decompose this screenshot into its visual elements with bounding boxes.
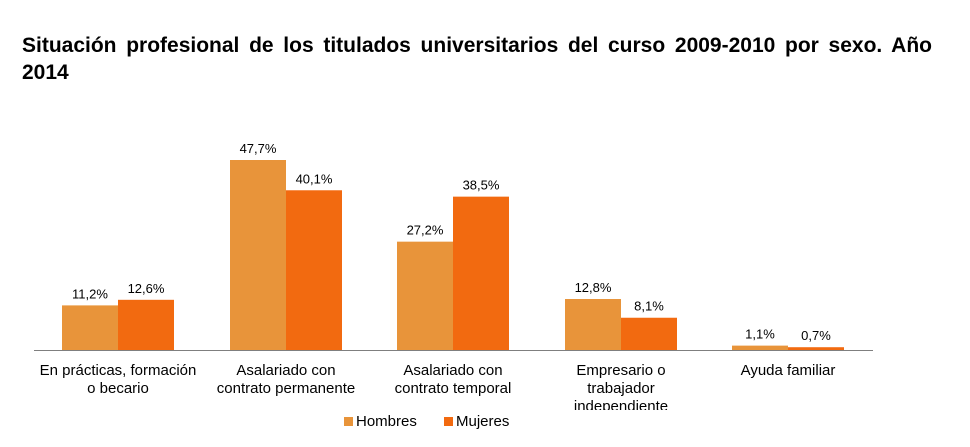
legend: Hombres Mujeres: [0, 413, 970, 433]
category-label-ayuda-familiar: Ayuda familiar: [741, 362, 836, 379]
legend-label-hombres: Hombres: [356, 413, 417, 430]
category-label-asalariado-con-contrato-permanente: Asalariado con contrato permanente: [217, 362, 355, 397]
bar-mujeres-empresario-o-trabajador-independiente: [621, 317, 677, 350]
legend-label-mujeres: Mujeres: [456, 413, 510, 430]
value-label-mujeres-asalariado-con-contrato-permanente: 40,1%: [296, 171, 333, 186]
value-labels-group: 11,2% 12,6% 47,7% 40,1% 27,2% 38,5% 12,8% 8,1% 1…: [72, 141, 831, 343]
legend-swatch-mujeres: [444, 417, 453, 426]
bar-hombres-asalariado-con-contrato-temporal: [397, 241, 453, 350]
value-label-hombres-asalariado-con-contrato-temporal: 27,2%: [407, 223, 444, 238]
value-label-hombres-en-practicas-formacion-o-becario: 11,2%: [72, 286, 108, 301]
bar-hombres-ayuda-familiar: [732, 345, 788, 350]
value-label-mujeres-empresario-o-trabajador-independiente: 8,1%: [634, 299, 664, 314]
bar-hombres-empresario-o-trabajador-independiente: [565, 299, 621, 350]
category-label-empresario-o-trabajador-independiente: Empresario o trabajador independiente: [574, 362, 668, 410]
value-label-mujeres-asalariado-con-contrato-temporal: 38,5%: [463, 178, 500, 193]
legend-item-hombres: Hombres: [344, 413, 417, 430]
bar-mujeres-asalariado-con-contrato-permanente: [286, 190, 342, 350]
bar-mujeres-asalariado-con-contrato-temporal: [453, 196, 509, 350]
value-label-hombres-ayuda-familiar: 1,1%: [745, 327, 775, 342]
legend-item-mujeres: Mujeres: [444, 413, 509, 430]
value-label-mujeres-ayuda-familiar: 0,7%: [801, 328, 831, 343]
bar-hombres-asalariado-con-contrato-permanente: [230, 160, 286, 350]
category-labels-group: En prácticas, formación o becario Asalaria…: [40, 362, 836, 410]
category-label-asalariado-con-contrato-temporal: Asalariado con contrato temporal: [395, 362, 512, 397]
bar-mujeres-ayuda-familiar: [788, 347, 844, 350]
value-label-mujeres-en-practicas-formacion-o-becario: 12,6%: [128, 281, 165, 296]
chart-title: Situación profesional de los titulados u…: [22, 34, 932, 84]
value-label-hombres-empresario-o-trabajador-independiente: 12,8%: [575, 280, 612, 295]
bar-chart: 11,2% 12,6% 47,7% 40,1% 27,2% 38,5% 12,8% 8,1% 1…: [34, 141, 873, 410]
bar-mujeres-en-practicas-formacion-o-becario: [118, 299, 174, 350]
value-label-hombres-asalariado-con-contrato-permanente: 47,7%: [240, 141, 277, 156]
category-label-en-practicas-formacion-o-becario: En prácticas, formación o becario: [40, 362, 197, 397]
bars-group: [62, 160, 844, 350]
legend-swatch-hombres: [344, 417, 353, 426]
bar-hombres-en-practicas-formacion-o-becario: [62, 305, 118, 350]
